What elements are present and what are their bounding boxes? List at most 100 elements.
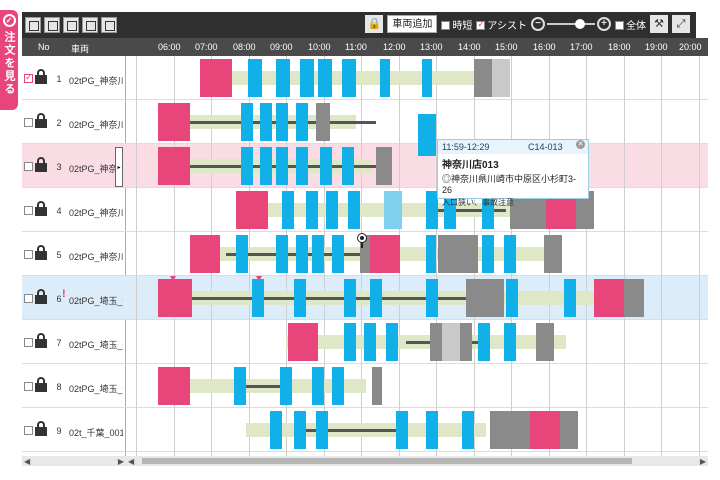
delivery-block[interactable]	[396, 411, 408, 449]
zoom-slider[interactable]	[547, 19, 595, 29]
delivery-block[interactable]	[312, 367, 324, 405]
scroll-right-icon[interactable]: ▶	[699, 457, 706, 466]
load-block[interactable]	[158, 103, 190, 141]
delivery-block[interactable]	[260, 147, 272, 185]
load-block[interactable]	[158, 279, 192, 317]
delivery-block[interactable]	[444, 191, 456, 229]
assist-toggle[interactable]: アシスト	[476, 17, 527, 32]
load-block[interactable]	[530, 411, 560, 449]
load-block[interactable]	[158, 147, 190, 185]
timeline-grid[interactable]	[126, 56, 708, 456]
add-vehicle-button[interactable]: 車両追加	[387, 15, 438, 33]
break-block[interactable]	[316, 103, 330, 141]
zoom-out-icon[interactable]: −	[531, 17, 545, 31]
delivery-block[interactable]	[241, 147, 253, 185]
break-block[interactable]	[438, 235, 478, 273]
load-block[interactable]	[594, 279, 624, 317]
vehicle-row[interactable]: 4 02tPG_神奈川	[22, 188, 126, 232]
delivery-block[interactable]	[332, 235, 344, 273]
break-block[interactable]	[466, 279, 504, 317]
lock-open-icon[interactable]	[34, 201, 48, 217]
layout-split-icon[interactable]	[82, 17, 98, 33]
wrench-icon[interactable]: ⚒	[650, 15, 668, 33]
delivery-block[interactable]	[504, 323, 516, 361]
delivery-block[interactable]	[296, 235, 308, 273]
timeline-scrollbar[interactable]: ◀ ▶	[126, 456, 708, 466]
view-orders-tab[interactable]: ✓ 注文を見る	[0, 10, 18, 110]
row-checkbox[interactable]	[24, 426, 33, 435]
delivery-block[interactable]	[260, 103, 272, 141]
delivery-block[interactable]	[276, 103, 288, 141]
vehicle-list-scrollbar[interactable]: ◀ ▶	[22, 456, 126, 466]
break-block[interactable]	[624, 279, 644, 317]
delivery-block[interactable]	[270, 411, 282, 449]
break-block[interactable]	[360, 235, 370, 273]
delivery-block[interactable]	[482, 191, 494, 229]
delivery-block[interactable]	[296, 147, 308, 185]
scroll-right-icon[interactable]: ▶	[117, 457, 124, 466]
delivery-block[interactable]	[426, 191, 438, 229]
time-short-checkbox[interactable]	[441, 21, 451, 31]
scroll-left-icon[interactable]: ◀	[128, 457, 135, 466]
delivery-block[interactable]	[300, 59, 314, 97]
delivery-block[interactable]	[318, 59, 332, 97]
layout-list-icon[interactable]	[25, 17, 41, 33]
delivery-block[interactable]	[282, 191, 294, 229]
load-block[interactable]	[370, 235, 400, 273]
all-checkbox[interactable]	[615, 21, 624, 31]
assist-checkbox[interactable]	[476, 19, 486, 31]
fullscreen-icon[interactable]: ⤢	[672, 15, 690, 33]
row-checkbox[interactable]	[24, 250, 33, 259]
delivery-block[interactable]	[234, 367, 246, 405]
break-block[interactable]	[490, 411, 530, 449]
time-short-toggle[interactable]: 時短	[441, 17, 472, 32]
map-pin-icon[interactable]	[358, 234, 366, 242]
delivery-block[interactable]	[306, 191, 318, 229]
break-block[interactable]	[576, 191, 594, 229]
vehicle-row[interactable]: 1 02tPG_神奈川	[22, 56, 126, 100]
delivery-block[interactable]	[386, 323, 398, 361]
lock-open-icon[interactable]	[34, 333, 48, 349]
row-checkbox[interactable]	[24, 162, 33, 171]
delivery-block-pending[interactable]	[384, 191, 402, 229]
delivery-block[interactable]	[426, 235, 436, 273]
delivery-block[interactable]	[462, 411, 474, 449]
lock-open-icon[interactable]	[34, 69, 48, 85]
vehicle-row[interactable]: 2 02tPG_神奈川	[22, 100, 126, 144]
delivery-block[interactable]	[344, 279, 356, 317]
delivery-block[interactable]	[426, 411, 438, 449]
delivery-block[interactable]	[296, 103, 308, 141]
delivery-block[interactable]	[422, 59, 432, 97]
lock-open-icon[interactable]	[34, 157, 48, 173]
lock-icon[interactable]: 🔒	[365, 15, 384, 33]
delivery-block[interactable]	[276, 59, 290, 97]
zoom-slider-knob[interactable]	[575, 19, 585, 29]
delivery-block[interactable]	[364, 323, 376, 361]
zoom-in-icon[interactable]: +	[597, 17, 611, 31]
vehicle-row[interactable]: 9 02t_千葉_001	[22, 408, 126, 452]
load-block[interactable]	[288, 323, 318, 361]
load-block[interactable]	[200, 59, 232, 97]
layout-card-icon[interactable]	[63, 17, 79, 33]
break-block[interactable]	[376, 147, 392, 185]
delivery-block[interactable]	[241, 103, 253, 141]
scroll-left-icon[interactable]: ◀	[24, 457, 31, 466]
break-block[interactable]	[560, 411, 578, 449]
delivery-block[interactable]	[370, 279, 382, 317]
delivery-block[interactable]	[280, 367, 292, 405]
all-toggle[interactable]: 全体	[615, 17, 646, 32]
close-icon[interactable]: ✕	[576, 140, 585, 149]
load-block[interactable]	[190, 235, 220, 273]
delivery-block-selected[interactable]	[418, 114, 436, 156]
idle-block[interactable]	[492, 59, 510, 97]
break-block[interactable]	[536, 323, 554, 361]
load-block[interactable]	[236, 191, 268, 229]
load-block[interactable]	[158, 367, 190, 405]
delivery-block[interactable]	[348, 191, 360, 229]
delivery-block[interactable]	[316, 411, 328, 449]
delivery-block[interactable]	[380, 59, 390, 97]
vehicle-row[interactable]: 5 02tPG_神奈川	[22, 232, 126, 276]
lock-open-icon[interactable]	[34, 421, 48, 437]
break-block[interactable]	[474, 59, 492, 97]
delivery-block[interactable]	[504, 235, 516, 273]
